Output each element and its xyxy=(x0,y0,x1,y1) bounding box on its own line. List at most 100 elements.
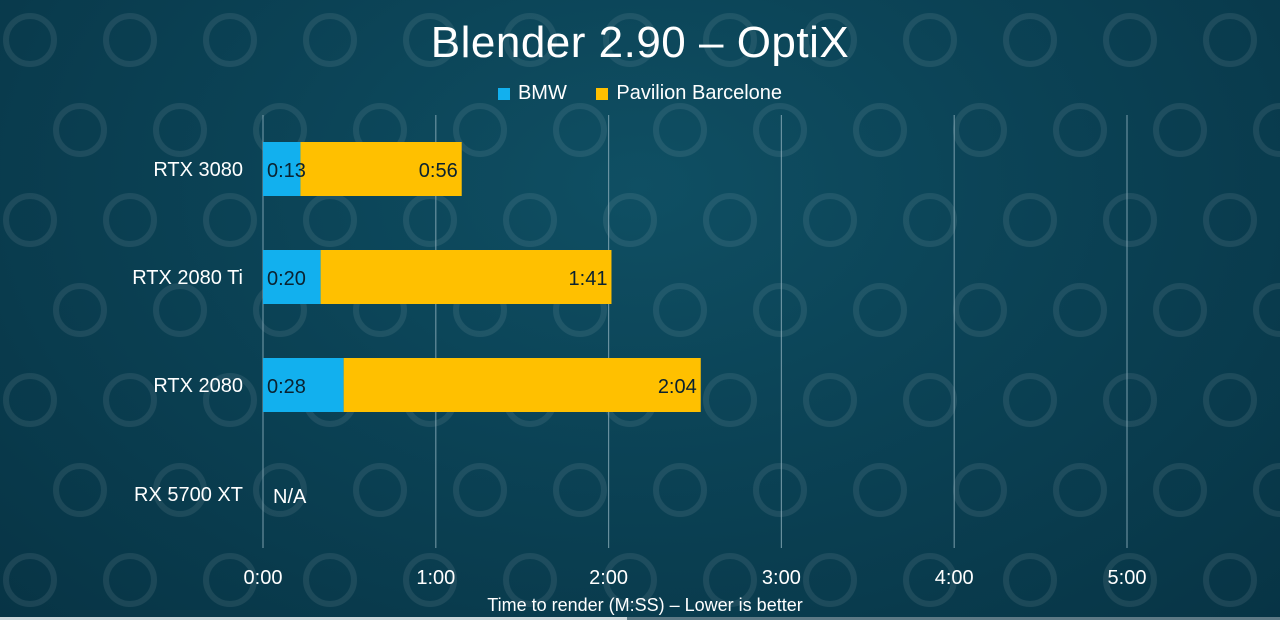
pattern-ring xyxy=(1153,103,1207,157)
pattern-ring xyxy=(753,103,807,157)
pattern-ring xyxy=(1003,553,1057,607)
pattern-ring xyxy=(1203,193,1257,247)
pattern-ring xyxy=(753,463,807,517)
data-label-pavilion: 1:41 xyxy=(569,268,608,290)
pattern-ring xyxy=(1003,373,1057,427)
pattern-ring xyxy=(1003,193,1057,247)
pattern-ring xyxy=(1153,463,1207,517)
pattern-ring xyxy=(503,553,557,607)
pattern-ring xyxy=(453,103,507,157)
pattern-ring xyxy=(353,463,407,517)
category-label: RTX 2080 xyxy=(153,375,243,397)
pattern-ring xyxy=(1053,103,1107,157)
x-tick-label: 5:00 xyxy=(1108,567,1147,589)
pattern-ring xyxy=(103,13,157,67)
pattern-ring xyxy=(603,193,657,247)
legend-label-pavilion: Pavilion Barcelone xyxy=(616,82,783,104)
pattern-ring xyxy=(103,193,157,247)
data-label-pavilion: 2:04 xyxy=(658,376,697,398)
pattern-ring xyxy=(703,373,757,427)
pattern-ring xyxy=(703,193,757,247)
data-label-pavilion: 0:56 xyxy=(419,160,458,182)
pattern-ring xyxy=(453,463,507,517)
legend-swatch-pavilion xyxy=(596,87,609,100)
bar-bmw xyxy=(263,358,344,412)
legend-swatch-bmw xyxy=(497,87,510,100)
bar-bmw xyxy=(263,250,321,304)
legend-label-bmw: BMW xyxy=(517,82,567,104)
pattern-ring xyxy=(203,553,257,607)
x-tick-label: 1:00 xyxy=(416,567,455,589)
chart-title: Blender 2.90 – OptiX xyxy=(430,18,850,67)
data-label-bmw: 0:13 xyxy=(267,160,306,182)
pattern-ring xyxy=(953,283,1007,337)
pattern-ring xyxy=(53,103,107,157)
pattern-ring xyxy=(3,553,57,607)
pattern-ring xyxy=(203,13,257,67)
pattern-ring xyxy=(103,553,157,607)
pattern-ring xyxy=(653,103,707,157)
x-tick-label: 2:00 xyxy=(589,567,628,589)
pattern-ring xyxy=(53,283,107,337)
pattern-ring xyxy=(503,13,557,67)
pattern-ring xyxy=(103,373,157,427)
pattern-ring xyxy=(403,13,457,67)
bar-pavilion xyxy=(343,358,701,412)
pattern-ring xyxy=(953,103,1007,157)
pattern-ring xyxy=(953,463,1007,517)
pattern-ring xyxy=(1253,103,1280,157)
pattern-ring xyxy=(653,283,707,337)
x-tick-label: 3:00 xyxy=(762,567,801,589)
data-label-bmw: 0:20 xyxy=(267,268,306,290)
pattern-ring xyxy=(603,553,657,607)
x-axis-title: Time to render (M:SS) – Lower is better xyxy=(487,595,802,615)
pattern-ring xyxy=(1153,283,1207,337)
pattern-ring xyxy=(1253,283,1280,337)
pattern-ring xyxy=(1053,283,1107,337)
bar-pavilion xyxy=(300,142,462,196)
x-tick-label: 4:00 xyxy=(935,567,974,589)
pattern-ring xyxy=(403,553,457,607)
pattern-ring xyxy=(553,103,607,157)
pattern-ring xyxy=(703,13,757,67)
bar-pavilion xyxy=(320,250,612,304)
pattern-ring xyxy=(803,193,857,247)
legend-item-pavilion: Pavilion Barcelone xyxy=(596,82,782,105)
pattern-ring xyxy=(753,283,807,337)
pattern-ring xyxy=(3,13,57,67)
legend: BMW Pavilion Barcelone xyxy=(0,82,1280,106)
pattern-ring xyxy=(153,103,207,157)
legend-item-bmw: BMW xyxy=(497,82,567,105)
pattern-ring xyxy=(53,463,107,517)
pattern-ring xyxy=(1203,13,1257,67)
pattern-ring xyxy=(3,193,57,247)
pattern-ring xyxy=(203,373,257,427)
pattern-ring xyxy=(803,373,857,427)
pattern-ring xyxy=(303,13,357,67)
category-label: RX 5700 XT xyxy=(134,484,243,506)
pattern-ring xyxy=(153,463,207,517)
pattern-ring xyxy=(853,463,907,517)
category-label: RTX 2080 Ti xyxy=(132,267,243,289)
category-label: RTX 3080 xyxy=(153,159,243,181)
pattern-ring xyxy=(653,463,707,517)
pattern-ring xyxy=(903,553,957,607)
pattern-ring xyxy=(703,553,757,607)
pattern-ring xyxy=(1103,553,1157,607)
pattern-ring xyxy=(853,103,907,157)
pattern-ring xyxy=(3,373,57,427)
pattern-ring xyxy=(803,553,857,607)
pattern-ring xyxy=(1103,193,1157,247)
pattern-ring xyxy=(603,13,657,67)
pattern-ring xyxy=(253,463,307,517)
video-progress-fill xyxy=(0,617,628,620)
pattern-ring xyxy=(853,283,907,337)
pattern-ring xyxy=(503,193,557,247)
pattern-ring xyxy=(1203,373,1257,427)
pattern-ring xyxy=(153,283,207,337)
pattern-ring xyxy=(1103,13,1157,67)
video-progress-track[interactable] xyxy=(0,617,1280,620)
pattern-ring xyxy=(903,13,957,67)
pattern-ring xyxy=(1203,553,1257,607)
